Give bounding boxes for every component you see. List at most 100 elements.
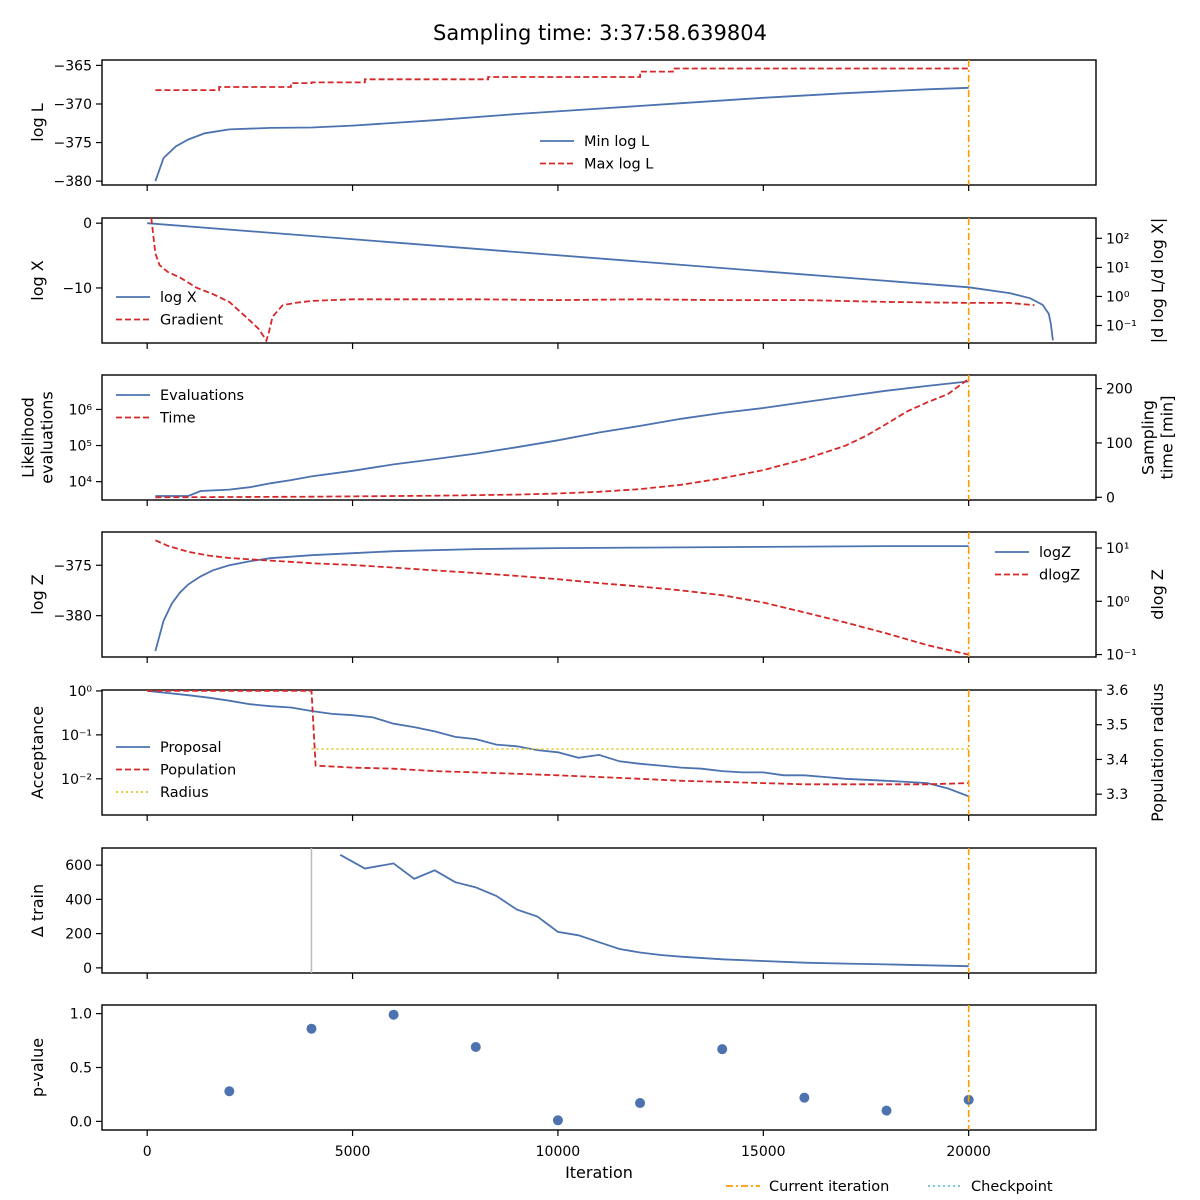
y-tick-label: 10⁶	[69, 402, 93, 418]
legend-label: Population	[160, 763, 236, 779]
panel-pvalue: 0.0 0.5 1.0 p-value	[28, 1004, 1097, 1136]
y-tick-label-right: 10⁻¹	[1106, 319, 1137, 335]
legend-label: Min log L	[584, 134, 649, 150]
legend: log X Gradient	[116, 290, 223, 329]
panels: −365 −370 −375 −380 log L Min log L Max log L 0…	[19, 58, 1177, 1136]
series-line-min-log-l	[154, 86, 969, 182]
series-line-dlogz	[155, 539, 969, 656]
scatter-point	[635, 1098, 646, 1109]
legend-label: Gradient	[160, 313, 223, 329]
y-axis-label: Δ train	[28, 884, 47, 937]
y-tick-label-right: 10⁰	[1106, 594, 1130, 610]
x-tick-label: 5000	[335, 1144, 371, 1160]
y-tick-label: 200	[65, 927, 92, 943]
y-axis-label: p-value	[28, 1038, 47, 1097]
y-tick-label-right: 100	[1106, 436, 1133, 452]
panel-frame	[101, 531, 1097, 658]
y-axis-label-right: Population radius	[1148, 683, 1167, 822]
series-line-max-log-l	[155, 67, 969, 91]
y-tick-label-right: 200	[1106, 382, 1133, 398]
series-line-gradient	[150, 218, 1035, 343]
series-line-logz	[154, 545, 969, 652]
y-tick-label: 10⁻²	[61, 772, 92, 788]
y-axis-label: log X	[28, 260, 47, 300]
scatter-point	[470, 1042, 481, 1053]
y-tick-label: −375	[54, 136, 92, 152]
panel-frame	[101, 217, 1097, 344]
x-tick-label: 15000	[741, 1144, 786, 1160]
panel-acceptance: 10⁰ 10⁻¹ 10⁻² 3.6 3.5 3.4 3.3 Population radius…	[28, 683, 1167, 822]
y-axis-label: Likelihoodevaluations	[19, 391, 57, 484]
y-tick-label: 0.5	[70, 1061, 92, 1077]
x-tick-label: 10000	[536, 1144, 581, 1160]
panel-frame	[101, 374, 1097, 501]
y-tick-label-right: 3.3	[1106, 787, 1128, 803]
panel-frame	[101, 1004, 1097, 1131]
y-tick-label: 0	[83, 961, 92, 977]
legend: Evaluations Time	[116, 388, 244, 427]
y-tick-label: 10⁵	[69, 439, 92, 455]
x-axis-label: Iteration	[565, 1163, 633, 1182]
y-tick-label: 0	[83, 216, 92, 232]
y-tick-label: 1.0	[70, 1007, 92, 1023]
y-tick-label-right: 3.4	[1106, 752, 1128, 768]
panel-delta_train: 0 200 400 600 Δ train	[28, 847, 1097, 979]
y-tick-label: −375	[54, 558, 92, 574]
panel-frame	[101, 59, 1097, 186]
legend: logZ dlogZ	[995, 545, 1080, 584]
legend-label: Proposal	[160, 740, 222, 756]
y-tick-label-right: 3.5	[1106, 718, 1128, 734]
y-tick-label: 10⁻¹	[61, 728, 92, 744]
panel-logz: −375 −380 10¹ 10⁰ 10⁻¹ dlog Z log Z logZ dlogZ	[28, 531, 1167, 664]
scatter-point	[717, 1044, 728, 1055]
figure-title: Sampling time: 3:37:58.639804	[433, 21, 767, 45]
series-line-population	[147, 690, 969, 786]
y-axis-label-right: Samplingtime [min]	[1139, 396, 1177, 480]
y-axis-label-right: |d log L/d log X|	[1148, 218, 1167, 343]
y-tick-label: 10⁴	[69, 475, 93, 491]
x-tick-label: 20000	[946, 1144, 991, 1160]
y-axis-label-right: dlog Z	[1148, 569, 1167, 620]
y-tick-label-right: 0	[1106, 490, 1115, 506]
series-line-evaluations	[155, 380, 969, 497]
y-tick-label: −380	[54, 609, 92, 625]
scatter-point	[552, 1115, 563, 1126]
scatter-point	[388, 1009, 399, 1020]
scatter-point	[306, 1023, 317, 1034]
scatter-point	[224, 1086, 235, 1097]
y-tick-label-right: 10²	[1106, 231, 1129, 247]
y-tick-label-right: 3.6	[1106, 683, 1128, 699]
legend: Min log L Max log L	[540, 134, 653, 173]
panel-frame	[101, 847, 1097, 974]
y-tick-label: 400	[65, 892, 92, 908]
figure-legend-label: Current iteration	[769, 1179, 889, 1195]
y-tick-label-right: 10⁻¹	[1106, 648, 1137, 664]
y-tick-label: 600	[65, 858, 92, 874]
scatter-point	[881, 1105, 892, 1116]
y-tick-label: −380	[54, 174, 92, 190]
panel-frame	[101, 689, 1097, 816]
y-tick-label: 10⁰	[69, 684, 93, 700]
panel-likelihood: 10⁴ 10⁵ 10⁶ 0 100 200 Samplingtime [min] Likeli…	[19, 374, 1177, 506]
series-line-main	[339, 854, 969, 968]
series-line-time	[155, 378, 970, 499]
y-axis-label: Acceptance	[28, 706, 47, 799]
panel-logl: −365 −370 −375 −380 log L Min log L Max log L	[28, 58, 1097, 191]
legend-label: log X	[160, 290, 197, 306]
legend-label: Evaluations	[160, 388, 244, 404]
y-tick-label-right: 10¹	[1106, 541, 1129, 557]
figure-legend-label: Checkpoint	[971, 1179, 1053, 1195]
y-tick-label-right: 10⁰	[1106, 289, 1130, 305]
series-line-log-x	[147, 222, 1054, 341]
legend: Proposal Population Radius	[116, 740, 236, 801]
legend-label: dlogZ	[1039, 568, 1080, 584]
x-tick-label: 0	[143, 1144, 152, 1160]
scatter-point	[799, 1092, 810, 1103]
y-axis-label: log Z	[28, 574, 47, 614]
y-tick-label: 0.0	[70, 1114, 92, 1130]
y-tick-label-right: 10¹	[1106, 260, 1129, 276]
y-tick-label: −10	[62, 281, 92, 297]
legend-label: Max log L	[584, 157, 653, 173]
